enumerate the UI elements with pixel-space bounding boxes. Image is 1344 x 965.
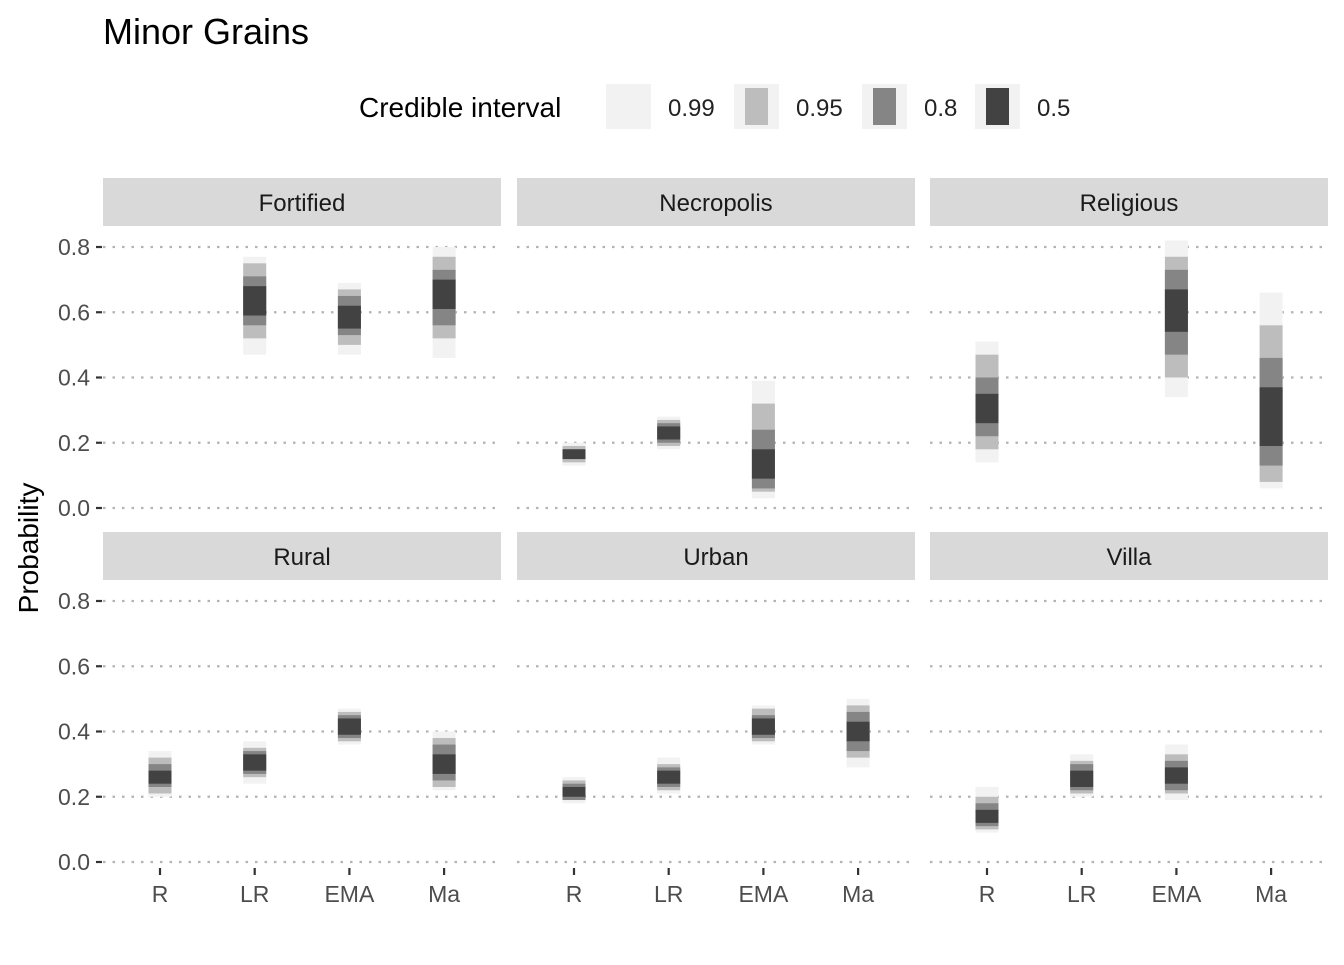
interval-bar-50 <box>1070 770 1094 787</box>
x-tick-label: Ma <box>842 881 874 907</box>
y-tick-label: 0.0 <box>58 495 90 521</box>
interval-stack <box>432 247 456 358</box>
interval-stack <box>337 282 361 355</box>
interval-stack <box>243 256 267 355</box>
facet-strip <box>517 532 915 580</box>
interval-bar-50 <box>337 718 361 735</box>
y-tick-label: 0.8 <box>58 588 90 614</box>
facet-strip-label: Rural <box>273 544 330 571</box>
interval-bar-50 <box>562 449 586 460</box>
x-tick-label: LR <box>240 881 269 907</box>
legend-swatch <box>617 88 640 125</box>
interval-stack <box>148 751 172 797</box>
interval-stack <box>562 442 586 466</box>
y-tick-label: 0.8 <box>58 234 90 260</box>
facet-panel: Necropolis <box>517 178 915 510</box>
y-tick-label: 0.0 <box>58 849 90 875</box>
facet-strip-label: Villa <box>1107 544 1153 571</box>
facet-strip-label: Fortified <box>259 190 346 217</box>
facet-strip-label: Urban <box>683 544 748 571</box>
interval-stack <box>657 757 681 794</box>
legend: 0.99 0.95 0.8 0.5 <box>606 84 1070 129</box>
interval-stack <box>1070 754 1094 797</box>
interval-stack <box>1164 744 1188 801</box>
interval-bar-50 <box>1164 767 1188 784</box>
y-tick-label: 0.4 <box>58 365 90 391</box>
interval-stack <box>1259 292 1283 489</box>
legend-label: 0.8 <box>924 95 957 122</box>
facet-panel: Fortified 0.0 0.2 0.4 0.6 0.8 <box>58 178 501 521</box>
interval-stack <box>751 705 775 745</box>
legend-swatch <box>745 88 768 125</box>
chart-title: Minor Grains <box>103 11 309 52</box>
legend-title: Credible interval <box>359 92 561 123</box>
facet-strip-label: Necropolis <box>659 190 772 217</box>
interval-stack <box>562 777 586 804</box>
facet-strip <box>517 178 915 226</box>
interval-bar-50 <box>975 393 999 424</box>
y-axis-label: Probability <box>13 483 44 614</box>
interval-bar-50 <box>562 786 586 797</box>
legend-swatch <box>873 88 896 125</box>
facet-strip <box>930 532 1328 580</box>
facet-panel: Religious <box>930 178 1328 510</box>
y-tick-label: 0.6 <box>58 653 90 679</box>
interval-stack <box>751 380 775 499</box>
interval-stack <box>975 341 999 463</box>
y-tick-label: 0.2 <box>58 784 90 810</box>
interval-stack <box>975 786 999 833</box>
interval-bar-50 <box>1164 289 1188 332</box>
x-tick-label: EMA <box>1151 881 1202 907</box>
x-tick-label: Ma <box>1255 881 1287 907</box>
interval-bar-50 <box>846 721 870 742</box>
interval-bar-50 <box>337 305 361 329</box>
facet-strip <box>103 178 501 226</box>
facet-strip-label: Religious <box>1080 190 1179 217</box>
facet-panel: Urban R LR EMA Ma <box>517 532 915 907</box>
interval-bar-50 <box>1259 387 1283 447</box>
x-tick-label: LR <box>654 881 683 907</box>
x-tick-label: LR <box>1067 881 1096 907</box>
interval-stack <box>432 731 456 791</box>
interval-bar-50 <box>657 426 681 440</box>
legend-label: 0.99 <box>668 95 715 122</box>
facet-panel: Rural 0.0 0.2 0.4 0.6 0.8 R LR EMA Ma <box>58 532 501 907</box>
interval-bar-50 <box>975 809 999 823</box>
interval-stack <box>846 698 870 768</box>
x-tick-label: Ma <box>428 881 460 907</box>
interval-bar-50 <box>243 754 267 771</box>
y-tick-label: 0.4 <box>58 719 90 745</box>
interval-stack <box>337 708 361 745</box>
legend-label: 0.95 <box>796 95 843 122</box>
x-tick-label: EMA <box>324 881 375 907</box>
y-tick-label: 0.6 <box>58 299 90 325</box>
x-tick-label: R <box>566 881 583 907</box>
facet-strip <box>103 532 501 580</box>
interval-stack <box>1164 240 1188 398</box>
x-tick-label: EMA <box>738 881 789 907</box>
interval-bar-50 <box>432 754 456 774</box>
interval-bar-50 <box>751 449 775 479</box>
facet-panel: Villa R LR EMA Ma <box>930 532 1328 907</box>
interval-bar-50 <box>751 718 775 735</box>
facet-strip <box>930 178 1328 226</box>
facet-panels: Fortified 0.0 0.2 0.4 0.6 0.8 Necropolis Religi… <box>58 178 1328 907</box>
interval-stack <box>243 741 267 784</box>
x-tick-label: R <box>979 881 996 907</box>
y-tick-label: 0.2 <box>58 430 90 456</box>
legend-swatch <box>986 88 1009 125</box>
interval-bar-50 <box>243 286 267 316</box>
x-tick-label: R <box>152 881 169 907</box>
interval-bar-50 <box>148 770 172 784</box>
interval-bar-50 <box>432 279 456 309</box>
interval-stack <box>657 416 681 450</box>
legend-label: 0.5 <box>1037 95 1070 122</box>
interval-bar-50 <box>657 770 681 784</box>
